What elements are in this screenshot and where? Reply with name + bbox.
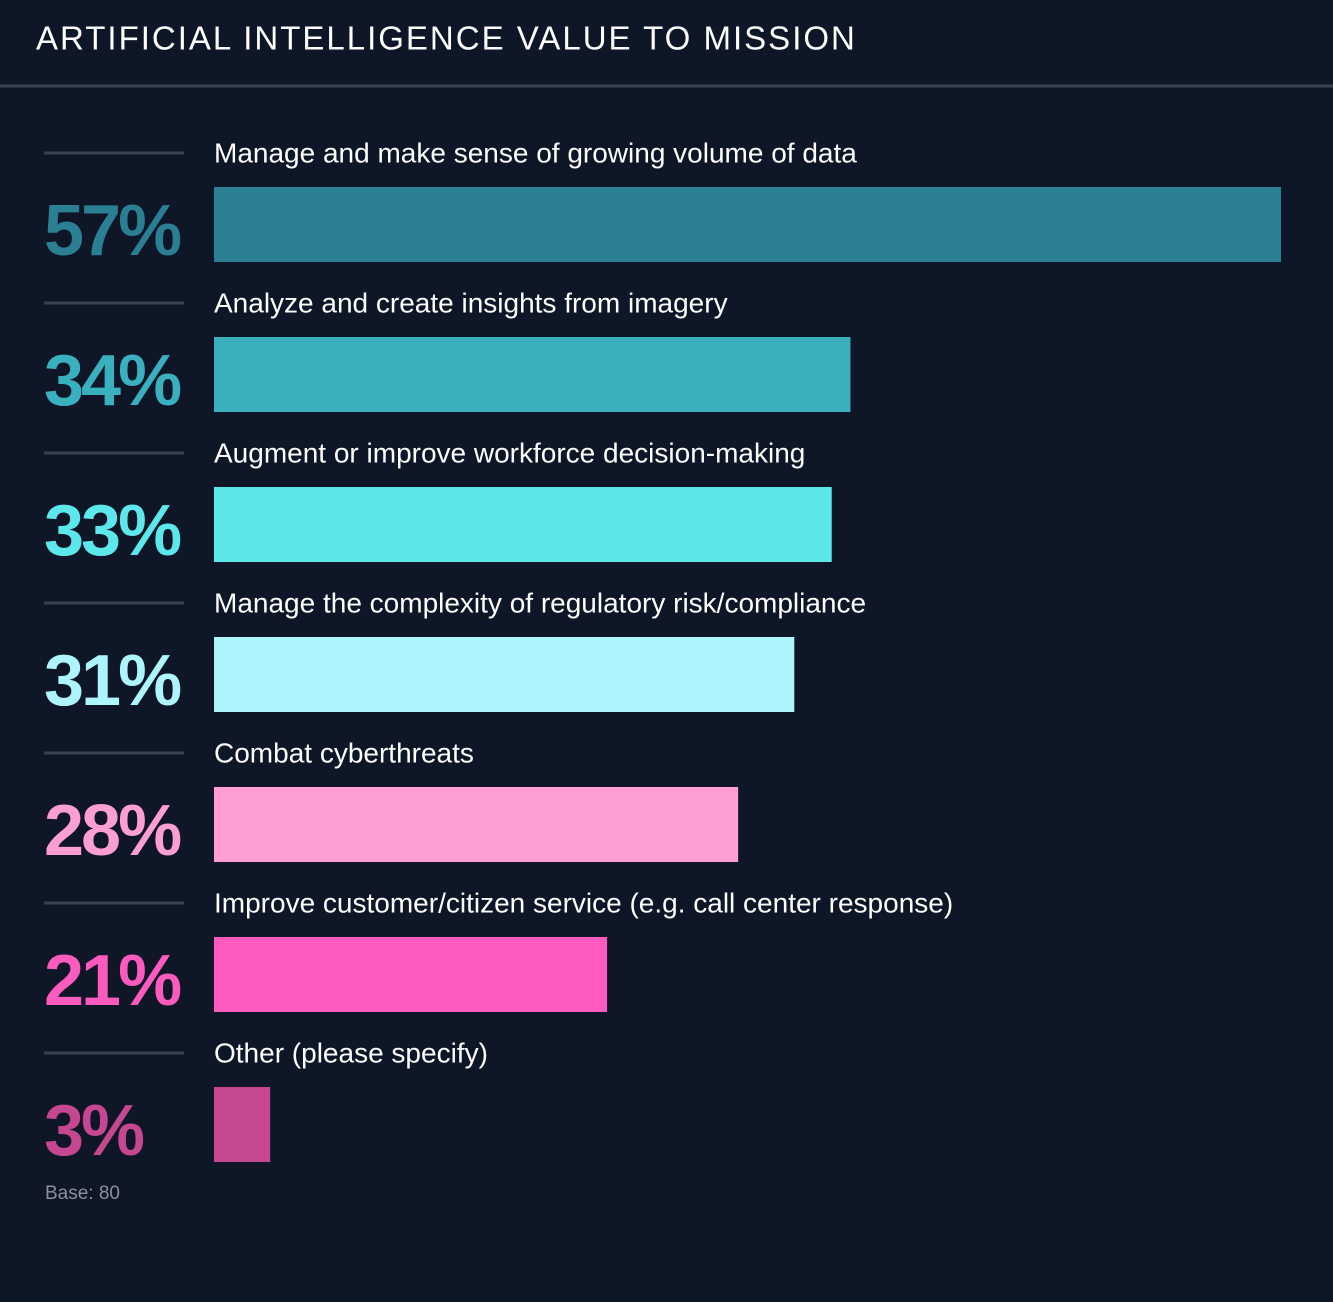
bar [214,787,739,862]
footnote: Base: 80 [45,1183,120,1204]
bar [214,637,795,712]
category-label: Improve customer/citizen service (e.g. c… [214,887,953,918]
category-label: Analyze and create insights from imagery [214,287,728,318]
value-label: 21% [44,941,181,1021]
chart-title: ARTIFICIAL INTELLIGENCE VALUE TO MISSION [36,20,857,57]
category-label: Augment or improve workforce decision-ma… [214,437,805,468]
bar [214,487,832,562]
category-label: Manage and make sense of growing volume … [214,137,857,168]
category-label: Other (please specify) [214,1037,488,1068]
value-label: 28% [44,791,181,871]
value-label: 57% [44,191,181,271]
bar [214,937,608,1012]
bar [214,187,1281,262]
value-label: 3% [44,1091,144,1171]
category-label: Manage the complexity of regulatory risk… [214,587,866,618]
value-label: 33% [44,491,181,571]
value-label: 34% [44,341,181,421]
category-label: Combat cyberthreats [214,737,474,768]
bar [214,337,851,412]
value-label: 31% [44,641,181,721]
bar [214,1087,271,1162]
